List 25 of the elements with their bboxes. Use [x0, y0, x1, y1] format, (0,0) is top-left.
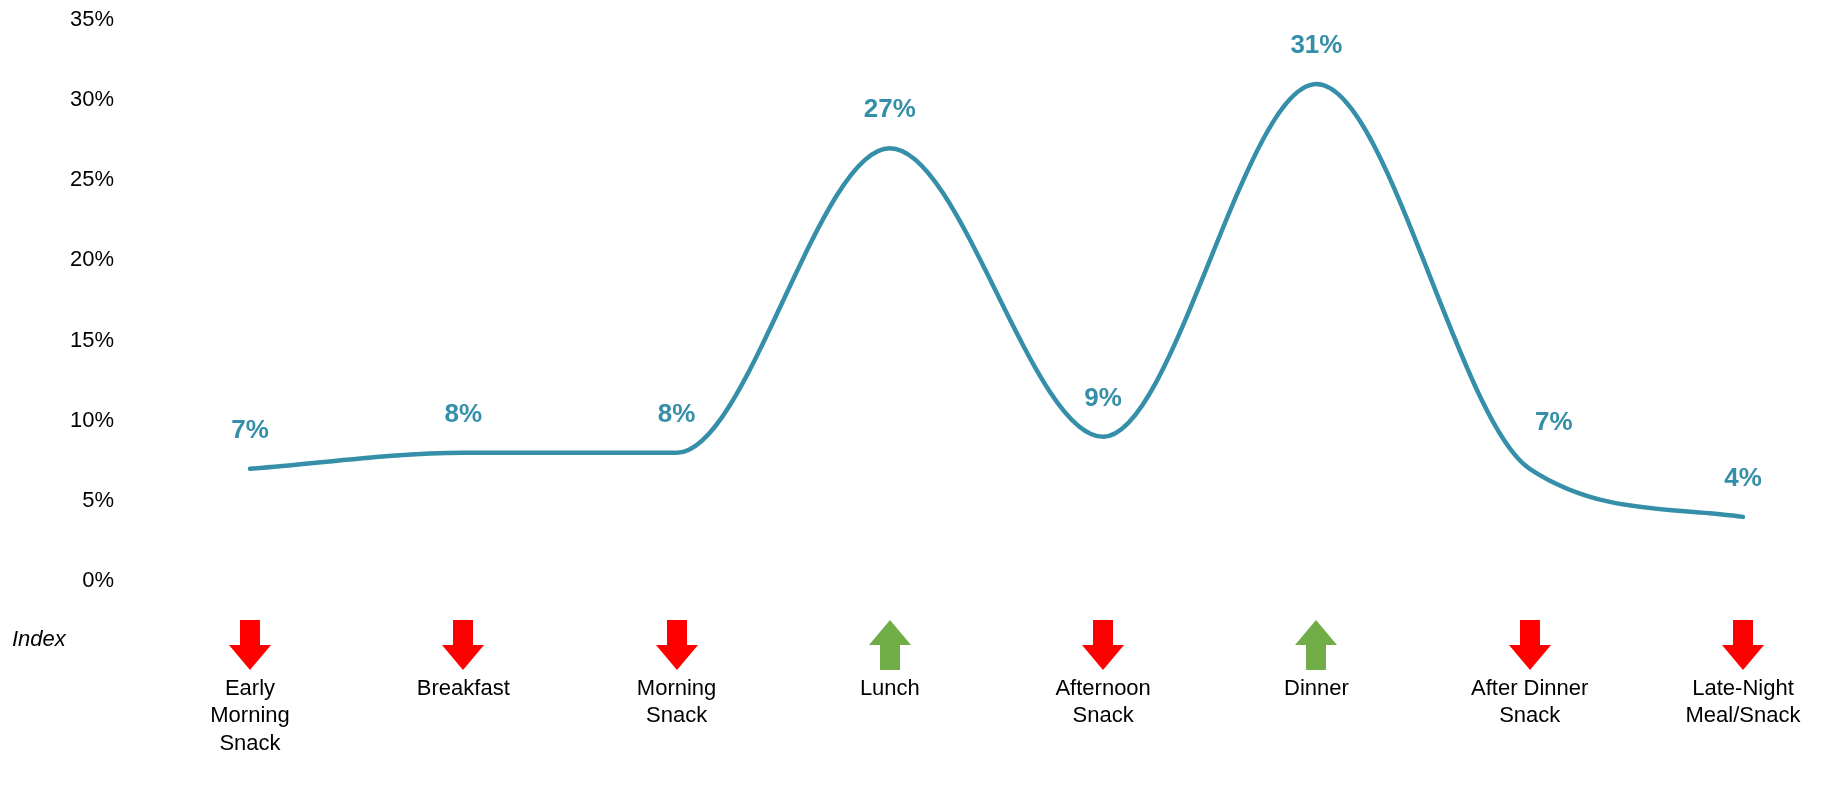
- y-tick-label: 30%: [69, 86, 114, 112]
- text: Index: [12, 626, 66, 652]
- y-tick-label: 0%: [82, 567, 114, 593]
- x-tick-label: Afternoon Snack: [1055, 674, 1151, 728]
- x-tick-label: Morning Snack: [636, 674, 717, 728]
- y-tick-label: 20%: [69, 246, 114, 272]
- x-tick-label: Early Morning Snack: [210, 674, 290, 755]
- y-tick-label: 5%: [82, 486, 114, 512]
- x-tick-label: Lunch: [859, 674, 920, 700]
- y-tick-label: 35%: [69, 6, 114, 32]
- data-label: 7%: [1534, 405, 1573, 436]
- x-tick-label: After Dinner Snack: [1471, 674, 1589, 728]
- y-tick-label: 10%: [69, 406, 114, 432]
- data-label: 4%: [1724, 462, 1762, 493]
- x-tick-label: Dinner: [1284, 674, 1349, 700]
- x-tick-label: Late-Night Meal/Snack: [1685, 674, 1802, 728]
- y-tick-label: 15%: [69, 326, 114, 352]
- data-label: 8%: [444, 397, 483, 428]
- data-label: 8%: [657, 397, 696, 428]
- data-label: 9%: [1084, 381, 1122, 412]
- data-label: 7%: [231, 413, 269, 444]
- data-label: 27%: [863, 93, 916, 124]
- data-label: 31%: [1290, 29, 1343, 60]
- y-tick-label: 25%: [69, 166, 114, 192]
- x-tick-label: Breakfast: [416, 674, 510, 700]
